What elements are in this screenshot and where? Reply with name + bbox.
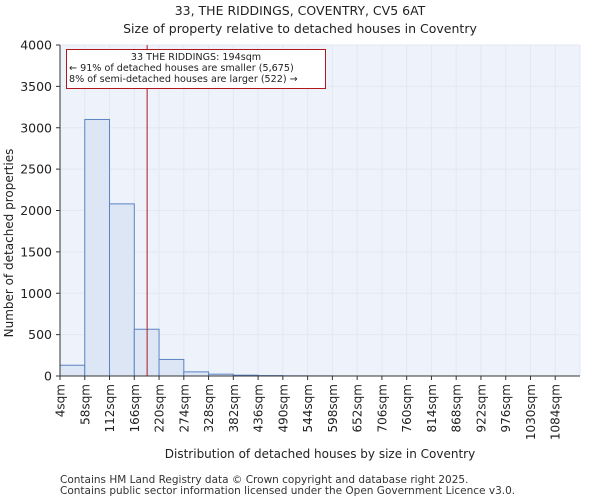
x-tick-label: 220sqm	[153, 384, 167, 432]
y-tick-label: 2500	[20, 162, 52, 177]
y-tick-label: 3500	[20, 79, 52, 94]
y-tick-label: 1000	[20, 286, 52, 301]
bar-4sqm	[59, 364, 86, 377]
footer-line-1: Contains HM Land Registry data © Crown c…	[60, 474, 469, 486]
x-tick-label: 1030sqm	[524, 384, 538, 440]
x-tick-label: 436sqm	[252, 384, 266, 432]
y-tick-label: 0	[44, 369, 52, 384]
grid	[59, 44, 581, 377]
x-tick-label: 706sqm	[375, 384, 389, 432]
annotation-line-3: 8% of semi-detached houses are larger (5…	[69, 74, 298, 85]
bar-112sqm	[109, 203, 135, 377]
bar-58sqm	[84, 118, 111, 377]
x-tick-label: 58sqm	[78, 384, 92, 425]
y-tick-label: 3000	[20, 120, 52, 135]
chart-title: 33, THE RIDDINGS, COVENTRY, CV5 6AT	[174, 3, 426, 18]
x-tick-label: 274sqm	[177, 384, 191, 432]
x-tick-label: 1084sqm	[549, 384, 563, 440]
x-tick-label: 652sqm	[351, 384, 365, 432]
x-tick-label: 760sqm	[400, 384, 414, 432]
x-tick-label: 544sqm	[301, 384, 315, 432]
x-tick-label: 328sqm	[202, 384, 216, 432]
y-tick-label: 2000	[20, 203, 52, 218]
x-tick-label: 382sqm	[227, 384, 241, 432]
x-tick-label: 166sqm	[128, 384, 142, 432]
bars	[59, 118, 333, 377]
y-tick-label: 500	[28, 327, 52, 342]
footer-line-2: Contains public sector information licen…	[60, 485, 516, 497]
y-axis-label: Number of detached properties	[2, 149, 16, 338]
x-tick-label: 922sqm	[474, 384, 488, 432]
x-tick-label: 112sqm	[103, 384, 117, 432]
bar-220sqm	[158, 358, 185, 377]
annotation-box: 33 THE RIDDINGS: 194sqm ← 91% of detache…	[66, 49, 326, 89]
x-tick-label: 868sqm	[450, 384, 464, 432]
annotation-line-1: 33 THE RIDDINGS: 194sqm	[130, 52, 262, 63]
y-tick-label: 4000	[20, 38, 52, 53]
x-tick-label: 814sqm	[425, 384, 439, 432]
x-tick-label: 598sqm	[326, 384, 340, 432]
y-ticks: 0 500 1000 1500 2000 2500 3000 3500 4000	[20, 38, 60, 384]
x-tick-label: 976sqm	[499, 384, 513, 432]
x-tick-label: 490sqm	[276, 384, 290, 432]
y-tick-label: 1500	[20, 244, 52, 259]
annotation-line-2: ← 91% of detached houses are smaller (5,…	[69, 63, 294, 74]
x-axis-label: Distribution of detached houses by size …	[165, 447, 475, 461]
x-tick-label: 4sqm	[54, 384, 68, 417]
bar-274sqm	[183, 371, 210, 377]
x-ticks: 4sqm 58sqm 112sqm 166sqm 220sqm 274sqm 328sqm 3…	[54, 376, 563, 440]
chart-subtitle: Size of property relative to detached ho…	[123, 21, 477, 36]
